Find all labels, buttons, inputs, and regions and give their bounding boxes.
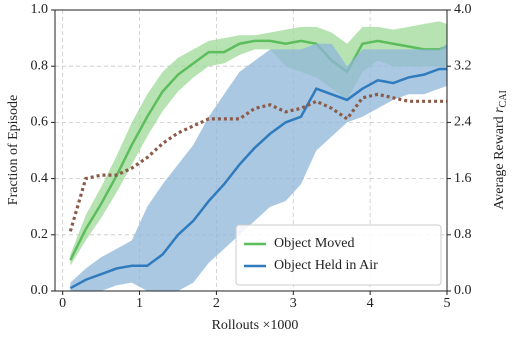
y2-tick-label: 1.6 [454, 171, 472, 186]
legend-box [235, 224, 442, 286]
y2-axis-label: Average Reward rCAI [492, 90, 509, 210]
y2-tick-label: 2.4 [454, 115, 472, 130]
y-tick-label: 0.8 [31, 58, 49, 73]
series-line [69, 39, 448, 261]
y-tick-label: 1.0 [31, 2, 49, 17]
x-tick-label: 5 [444, 296, 451, 311]
legend-label: Object Moved [274, 236, 354, 251]
series-line [69, 67, 447, 290]
y-tick-label: 0.0 [31, 283, 49, 298]
y-axis-label: Fraction of Episode [6, 95, 21, 205]
x-tick-label: 1 [136, 296, 143, 311]
x-tick-label: 2 [213, 296, 220, 311]
plot-frame [54, 9, 448, 292]
x-tick-label: 0 [59, 296, 66, 311]
y-tick-label: 0.2 [31, 227, 49, 242]
y-tick-label: 0.6 [31, 115, 49, 130]
series-line [68, 92, 447, 232]
y2-label-symbol: r [492, 107, 507, 113]
x-tick-label: 3 [290, 296, 297, 311]
y2-tick-label: 3.2 [454, 58, 472, 73]
x-tick-label: 4 [367, 296, 374, 311]
y-tick-label: 0.4 [31, 171, 49, 186]
y2-tick-label: 4.0 [454, 2, 472, 17]
x-axis-label: Rollouts ×1000 [212, 318, 299, 333]
y2-tick-label: 0.0 [454, 283, 472, 298]
confidence-band [70, 43, 447, 291]
y2-label-text: Average Reward [492, 116, 507, 209]
legend-label: Object Held in Air [274, 258, 378, 273]
y2-label-sub: CAI [498, 90, 509, 107]
y2-tick-label: 0.8 [454, 227, 472, 242]
